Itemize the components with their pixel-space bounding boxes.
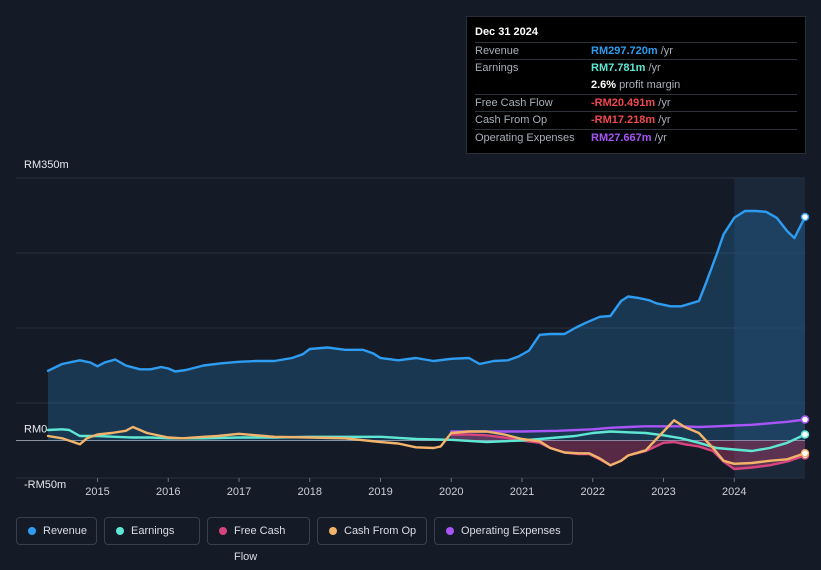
cash-from-op-line <box>46 419 807 467</box>
earnings-end-marker <box>800 430 810 439</box>
tooltip-row: 2.6% profit margin <box>475 77 797 93</box>
x-tick-label: 2024 <box>722 486 746 498</box>
tooltip-row-value: -RM20.491m /yr <box>591 97 670 109</box>
legend-label: Free Cash Flow <box>234 525 286 563</box>
y-tick-label: RM0 <box>24 424 47 436</box>
tooltip-unit-text: profit margin <box>616 78 681 91</box>
tooltip-row-label: Revenue <box>475 45 520 57</box>
tooltip-row: Free Cash Flow -RM20.491m /yr <box>475 93 797 111</box>
legend-label: Revenue <box>43 525 88 537</box>
tooltip-value-text: RM7.781m <box>591 62 646 75</box>
tooltip-value-text: 2.6% <box>591 78 617 91</box>
gridlines <box>16 177 805 479</box>
revenue-line <box>46 209 807 373</box>
legend-label: Operating Expenses <box>461 525 561 537</box>
legend-item-free-cash-flow[interactable]: Free Cash Flow <box>207 517 310 563</box>
tooltip-row-value: RM297.720m /yr <box>591 45 673 57</box>
x-axis: 2015 2016 2017 2018 2019 2020 2021 2022 2023 2024 <box>85 478 746 498</box>
tooltip-row: Operating Expenses RM27.667m /yr <box>475 128 797 146</box>
tooltip-row-label: Earnings <box>475 62 519 75</box>
tooltip-value-text: RM297.720m <box>591 45 658 57</box>
free-cash-flow-area <box>451 434 805 469</box>
tooltip-date: Dec 31 2024 <box>475 26 538 38</box>
revenue-area <box>48 211 805 441</box>
tooltip-row-value: 2.6% profit margin <box>591 79 680 91</box>
chart: RM350m RM0 -RM50m 2015 2016 2017 2018 2019 20… <box>16 159 810 498</box>
x-tick-label: 2019 <box>368 486 392 498</box>
tooltip-value-text: -RM17.218m <box>591 114 656 127</box>
tooltip-row-value: -RM17.218m /yr <box>591 114 670 126</box>
x-tick-label: 2016 <box>156 486 180 498</box>
legend-item-cash-from-op[interactable]: Cash From Op <box>317 517 427 545</box>
operating-expenses-line <box>450 418 807 433</box>
series-layer <box>46 209 810 471</box>
x-tick-label: 2021 <box>510 486 534 498</box>
tooltip-unit-text: /yr <box>657 45 673 57</box>
y-tick-label: RM350m <box>24 159 69 171</box>
y-tick-label: -RM50m <box>24 479 66 491</box>
x-tick-label: 2020 <box>439 486 463 498</box>
legend-item-earnings[interactable]: Earnings <box>104 517 200 545</box>
x-tick-label: 2017 <box>227 486 251 498</box>
operating-expenses-end-marker <box>800 415 810 424</box>
legend-label: Cash From Op <box>344 525 417 537</box>
tooltip-value-text: -RM20.491m <box>591 96 656 109</box>
tooltip-row: Earnings RM7.781m /yr <box>475 59 797 76</box>
tooltip-unit-text: /yr <box>645 62 661 75</box>
legend-item-operating-expenses[interactable]: Operating Expenses <box>434 517 573 545</box>
y-axis: RM350m RM0 -RM50m <box>24 159 69 491</box>
tooltip-unit-text: /yr <box>655 114 671 127</box>
tooltip-row: Revenue RM297.720m /yr <box>475 42 797 59</box>
tooltip-row: Cash From Op -RM17.218m /yr <box>475 111 797 128</box>
legend-dot-icon <box>329 527 337 535</box>
tooltip-unit-text: /yr <box>655 96 671 109</box>
earnings-line <box>46 428 807 453</box>
x-tick-label: 2022 <box>581 486 605 498</box>
tooltip-row-value: RM27.667m /yr <box>591 132 667 144</box>
tooltip-panel: Dec 31 2024 Revenue RM297.720m /yr Earning… <box>466 16 806 154</box>
legend-dot-icon <box>116 527 124 535</box>
legend-item-revenue[interactable]: Revenue <box>16 517 97 545</box>
legend-dot-icon <box>446 527 454 535</box>
legend-dot-icon <box>28 527 36 535</box>
x-tick-label: 2015 <box>85 486 109 498</box>
x-tick-label: 2018 <box>298 486 322 498</box>
tooltip-unit-text: /yr <box>651 131 667 144</box>
tooltip-row-value: RM7.781m /yr <box>591 62 661 74</box>
tooltip-row-label: Free Cash Flow <box>475 96 553 109</box>
tooltip-row-label: Operating Expenses <box>475 131 575 144</box>
tooltip-row-label: Cash From Op <box>475 114 548 127</box>
revenue-end-marker <box>800 212 810 222</box>
tooltip-value-text: RM27.667m <box>591 131 652 144</box>
cash-from-op-end-marker <box>800 449 810 458</box>
legend-dot-icon <box>219 527 227 535</box>
x-tick-label: 2023 <box>651 486 675 498</box>
legend-label: Earnings <box>131 525 175 537</box>
